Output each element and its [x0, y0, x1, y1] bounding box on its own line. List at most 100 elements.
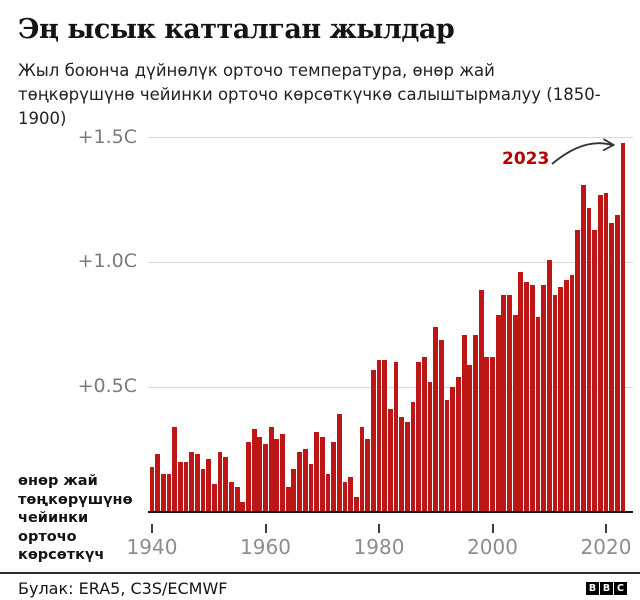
chart-subtitle: Жыл боюнча дүйнөлүк орточо температура, … — [18, 59, 628, 131]
bar-1955 — [234, 486, 240, 512]
bar-2000 — [490, 357, 495, 512]
bar-1976 — [353, 496, 359, 512]
bar-2015 — [575, 229, 581, 512]
bar-2011 — [552, 294, 558, 512]
x-axis-label-2020: 2020 — [580, 535, 632, 559]
bar-1995 — [461, 334, 467, 512]
x-axis-label-2000: 2000 — [467, 535, 518, 559]
bbc-logo-letter: C — [614, 582, 627, 595]
x-tick-1960 — [264, 524, 267, 533]
x-tick-1940 — [151, 524, 153, 533]
bar-1951 — [212, 484, 217, 512]
bar-1964 — [285, 486, 291, 512]
bar-2001 — [495, 314, 501, 512]
bar-2014 — [569, 274, 575, 512]
x-axis-label-1980: 1980 — [353, 535, 405, 559]
gridline-+1.0C — [148, 261, 633, 263]
x-axis-baseline — [148, 510, 633, 513]
bar-1969 — [314, 431, 319, 512]
bar-1970 — [319, 436, 325, 512]
bar-1975 — [348, 476, 354, 512]
bar-1966 — [297, 451, 302, 512]
bar-2003 — [507, 294, 512, 512]
bar-2007 — [529, 284, 535, 512]
bar-1979 — [370, 369, 376, 512]
chart-subtitle-line-1: Жыл боюнча дүйнөлүк орточо температура, … — [18, 61, 495, 80]
bar-1949 — [200, 469, 206, 512]
bar-2006 — [524, 282, 529, 512]
bar-2012 — [558, 287, 563, 512]
bar-2009 — [541, 284, 546, 512]
y-axis-label: +0.5C — [77, 375, 137, 398]
bar-1948 — [195, 454, 200, 512]
bar-1986 — [410, 402, 416, 512]
bar-1943 — [166, 474, 172, 512]
bar-1954 — [229, 481, 234, 512]
bar-1940 — [149, 466, 155, 512]
bar-1989 — [427, 382, 433, 512]
bar-1965 — [291, 469, 297, 512]
bar-2021 — [609, 222, 615, 512]
bar-1960 — [263, 444, 268, 512]
bar-1973 — [336, 414, 342, 512]
gridline-+1.5C — [148, 137, 633, 139]
bar-1942 — [160, 474, 166, 512]
bbc-logo-letter: B — [600, 582, 613, 595]
bar-1993 — [450, 387, 456, 512]
bar-1968 — [308, 464, 314, 512]
bar-1981 — [382, 359, 388, 512]
chart-subtitle-line-2: төңкөрүшүнө чейинки орточо көрсөткүчкө с… — [18, 85, 601, 128]
page-title: Эң ысык катталган жылдар — [18, 14, 455, 45]
bar-1957 — [246, 441, 251, 512]
source-text: Булак: ERA5, C3S/ECMWF — [18, 579, 228, 598]
bar-2022 — [614, 215, 620, 512]
bar-2004 — [512, 314, 518, 512]
bar-1941 — [155, 454, 161, 512]
bar-2020 — [603, 192, 609, 512]
bar-1999 — [484, 357, 490, 512]
bar-1990 — [433, 327, 439, 512]
bbc-logo: B B C — [586, 582, 627, 595]
x-axis-label-1960: 1960 — [240, 535, 291, 559]
bar-2018 — [592, 229, 598, 512]
bar-2002 — [501, 294, 507, 512]
bar-2019 — [597, 195, 603, 512]
bar-1956 — [240, 501, 246, 512]
bar-2010 — [546, 259, 552, 512]
bar-1980 — [376, 359, 382, 512]
x-tick-1980 — [378, 524, 380, 533]
bar-1982 — [387, 409, 393, 512]
bar-2008 — [535, 317, 541, 512]
bar-1971 — [325, 474, 331, 512]
bar-2005 — [518, 272, 524, 512]
bar-1978 — [365, 439, 371, 512]
bar-1952 — [217, 451, 223, 512]
bar-2023 — [620, 142, 626, 512]
bar-1967 — [302, 449, 308, 512]
axis-note: өнөр жай төңкөрүшүнө чейинки орточо көрс… — [18, 473, 133, 563]
bar-1985 — [404, 421, 410, 512]
bar-1983 — [393, 362, 399, 512]
bar-1997 — [473, 334, 478, 512]
bar-1994 — [456, 377, 461, 512]
bar-1996 — [467, 364, 473, 512]
bar-1988 — [422, 357, 427, 512]
footer-divider — [0, 572, 640, 574]
bar-1944 — [172, 426, 178, 512]
bar-2016 — [580, 185, 586, 512]
bbc-logo-letter: B — [586, 582, 599, 595]
bar-1998 — [478, 289, 484, 512]
x-axis-label-1940: 1940 — [126, 535, 178, 559]
bar-1992 — [444, 399, 450, 512]
bar-1962 — [274, 439, 280, 512]
bar-1991 — [439, 339, 444, 512]
bar-1984 — [399, 416, 405, 512]
annotation-2023-label: 2023 — [502, 149, 550, 169]
bar-1974 — [342, 481, 348, 512]
gridline-+0.5C — [148, 386, 633, 388]
bar-1963 — [280, 434, 285, 512]
y-axis-label: +1.5C — [77, 125, 137, 148]
bar-1947 — [189, 451, 195, 512]
bar-1946 — [183, 461, 189, 512]
bar-1945 — [177, 461, 183, 512]
